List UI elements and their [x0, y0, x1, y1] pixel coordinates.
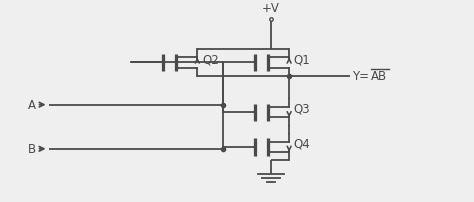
Text: B: B: [27, 143, 36, 156]
Text: AB: AB: [371, 70, 387, 83]
Text: Q2: Q2: [202, 53, 219, 66]
Text: Y=: Y=: [353, 70, 369, 83]
Text: Q3: Q3: [294, 102, 310, 115]
Text: Q1: Q1: [294, 53, 310, 66]
Text: +V: +V: [262, 2, 280, 15]
Text: Q4: Q4: [294, 137, 310, 150]
Text: A: A: [28, 99, 36, 112]
